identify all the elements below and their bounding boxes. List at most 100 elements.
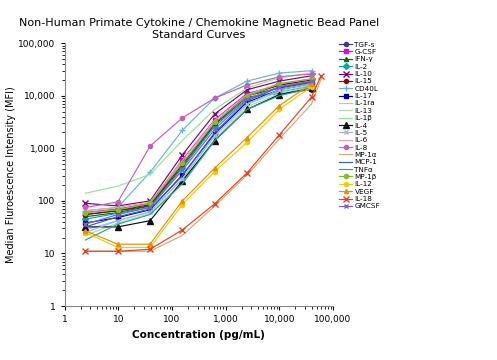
- IL-8: [83, 205, 88, 210]
- MP-1β: [244, 94, 250, 98]
- IL-18: [83, 249, 88, 253]
- IL-5: [212, 134, 218, 138]
- MCP-1: [179, 174, 185, 178]
- IL-10: [309, 73, 315, 78]
- Line: GMCSF: GMCSF: [83, 79, 314, 226]
- IFN-γ: [212, 121, 218, 125]
- CD40L: [276, 71, 282, 75]
- IL-2: [179, 166, 185, 170]
- IL-15: [309, 78, 315, 82]
- IFN-γ: [83, 215, 88, 219]
- IL-17: [276, 87, 282, 92]
- Line: IL-2: IL-2: [83, 85, 314, 221]
- IL-15: [244, 94, 250, 98]
- VEGF: [244, 135, 250, 140]
- MP-1β: [179, 161, 185, 165]
- IL-15: [83, 212, 88, 217]
- Line: CD40L: CD40L: [82, 67, 315, 214]
- IL-8: [309, 72, 315, 76]
- Line: IFN-γ: IFN-γ: [83, 80, 314, 219]
- IL-5: [309, 81, 315, 86]
- IL-15: [115, 208, 121, 213]
- Line: TNFα: TNFα: [85, 88, 312, 240]
- IL-6: [115, 205, 121, 210]
- IL-1β: [276, 76, 282, 80]
- IL-5: [179, 176, 185, 181]
- IL-18: [147, 247, 153, 251]
- MP-1β: [83, 210, 88, 215]
- IL-2: [212, 124, 218, 129]
- GMCSF: [83, 222, 88, 226]
- IFN-γ: [309, 80, 315, 85]
- MP-1α: [83, 249, 88, 253]
- IL-4: [83, 225, 88, 229]
- IL-12: [276, 107, 282, 112]
- IL-4: [179, 179, 185, 183]
- GMCSF: [276, 84, 282, 89]
- IL-10: [276, 79, 282, 83]
- IL-2: [115, 211, 121, 216]
- GMCSF: [244, 97, 250, 102]
- Title: Non-Human Primate Cytokine / Chemokine Magnetic Bead Panel
Standard Curves: Non-Human Primate Cytokine / Chemokine M…: [19, 18, 379, 40]
- Line: VEGF: VEGF: [83, 82, 314, 246]
- IL-15: [276, 83, 282, 87]
- CD40L: [244, 79, 250, 83]
- IL-18: [309, 95, 315, 99]
- MP-1β: [115, 207, 121, 212]
- IL-8: [147, 144, 153, 148]
- TNFα: [83, 238, 88, 242]
- IL-8: [115, 200, 121, 204]
- VEGF: [179, 199, 185, 203]
- Legend: TGF-s, G-CSF, IFN-γ, IL-2, IL-10, IL-15, CD40L, IL-17, IL-1ra, IL-13, IL-1β, IL-: TGF-s, G-CSF, IFN-γ, IL-2, IL-10, IL-15,…: [339, 41, 380, 210]
- CD40L: [115, 205, 121, 210]
- MP-1β: [309, 77, 315, 81]
- IL-17: [115, 216, 121, 220]
- Line: MP-1α: MP-1α: [85, 79, 321, 251]
- MP-1α: [147, 249, 153, 253]
- IL-4: [244, 107, 250, 112]
- MP-1α: [115, 249, 121, 253]
- Line: G-CSF: G-CSF: [83, 78, 314, 215]
- IL-5: [115, 219, 121, 223]
- VEGF: [309, 81, 315, 86]
- CD40L: [147, 170, 153, 175]
- Line: MP-1β: MP-1β: [83, 77, 314, 215]
- IL-12: [212, 170, 218, 174]
- IL-1ra: [115, 219, 121, 223]
- IL-13: [83, 233, 88, 238]
- IL-1β: [309, 71, 315, 75]
- IL-12: [244, 140, 250, 144]
- IL-2: [276, 89, 282, 94]
- IL-12: [309, 84, 315, 89]
- IL-1ra: [179, 177, 185, 181]
- IL-4: [115, 225, 121, 229]
- TGF-s: [179, 165, 185, 169]
- G-CSF: [83, 210, 88, 215]
- TGF-s: [115, 208, 121, 213]
- IL-1ra: [212, 134, 218, 138]
- MCP-1: [276, 85, 282, 89]
- TGF-s: [276, 91, 282, 96]
- Y-axis label: Median Fluroescence Intensity (MFI): Median Fluroescence Intensity (MFI): [5, 86, 15, 263]
- MCP-1: [309, 80, 315, 84]
- IL-1β: [147, 172, 153, 176]
- IL-17: [244, 100, 250, 104]
- IL-1β: [212, 107, 218, 112]
- TGF-s: [309, 87, 315, 92]
- MP-1α: [179, 233, 185, 238]
- IL-18: [212, 202, 218, 206]
- Line: IL-1ra: IL-1ra: [85, 85, 312, 230]
- MCP-1: [244, 99, 250, 103]
- MCP-1: [212, 130, 218, 135]
- MP-1β: [276, 81, 282, 86]
- GMCSF: [309, 79, 315, 83]
- IL-8: [244, 83, 250, 87]
- MCP-1: [83, 225, 88, 229]
- MP-1α: [276, 137, 282, 141]
- VEGF: [147, 242, 153, 246]
- G-CSF: [115, 207, 121, 211]
- Line: MCP-1: MCP-1: [85, 82, 312, 227]
- IL-18: [115, 249, 121, 253]
- IL-18: [276, 133, 282, 137]
- MP-1β: [212, 120, 218, 125]
